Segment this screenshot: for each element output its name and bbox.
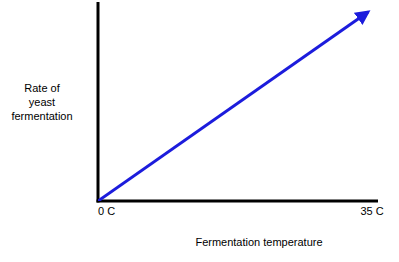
data-line <box>98 12 368 201</box>
y-axis <box>97 2 100 203</box>
x-tick-label: 35 C <box>360 205 383 217</box>
y-axis-label: Rate of yeast fermentation <box>11 82 72 122</box>
chart: 0 C 35 C Fermentation temperature Rate of ye… <box>0 0 399 262</box>
x-axis <box>97 200 379 203</box>
y-axis-label-line: Rate of <box>24 82 60 94</box>
y-axis-label-line: fermentation <box>11 110 72 122</box>
y-axis-label-line: yeast <box>29 96 55 108</box>
x-axis-label: Fermentation temperature <box>195 236 322 248</box>
plot-area <box>98 12 368 201</box>
x-tick-label: 0 C <box>98 205 115 217</box>
